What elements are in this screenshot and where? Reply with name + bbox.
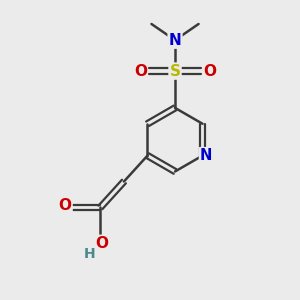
Text: H: H [83,247,95,261]
Text: N: N [169,33,182,48]
Text: N: N [200,148,212,163]
Text: S: S [169,64,181,79]
Text: O: O [58,198,71,213]
Text: O: O [203,64,216,79]
Text: O: O [134,64,147,79]
Text: O: O [95,236,108,251]
